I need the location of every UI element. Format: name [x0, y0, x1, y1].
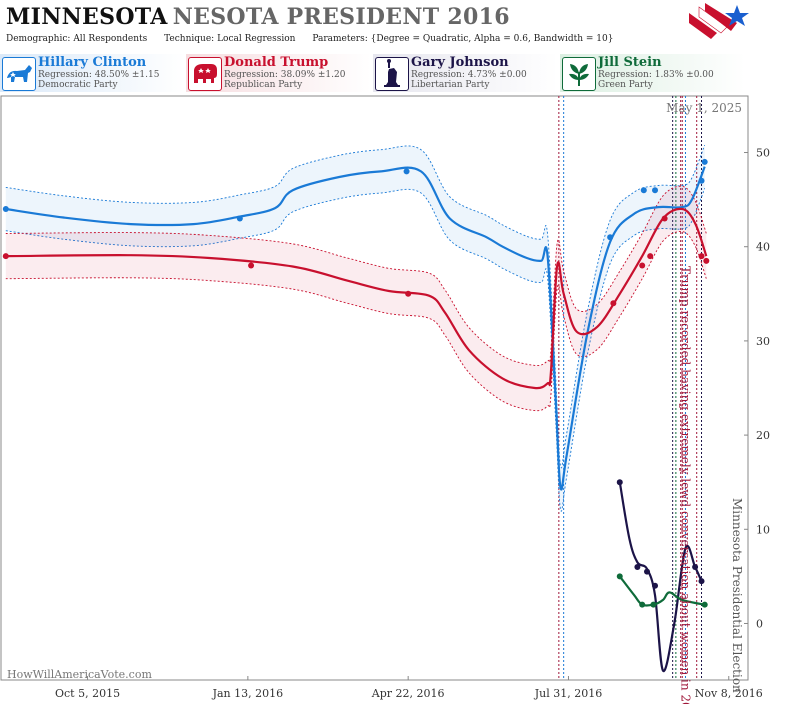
y-tick-label: 0 [756, 617, 763, 630]
poll-points [2, 158, 710, 608]
gary-johnson-point [698, 578, 705, 585]
param-key: Technique: [164, 34, 215, 44]
candidate-party: Democratic Party [38, 80, 118, 90]
jill-stein-point [639, 601, 646, 608]
page-title: MINNESOTA NESOTA PRESIDENT 2016 [6, 4, 510, 32]
liberty-statue-icon [375, 57, 409, 91]
legend-card-johnson[interactable]: Gary Johnson Regression: 4.73% ±0.00 Lib… [373, 54, 558, 92]
candidate-regression: Regression: 48.50% ±1.15 [38, 70, 160, 80]
donald-trump-point [610, 300, 617, 307]
gary-johnson-point [616, 479, 623, 486]
regression-lines [5, 166, 708, 672]
x-tick-label: Oct 5, 2015 [55, 687, 120, 700]
legend-card-clinton[interactable]: Hillary Clinton Regression: 48.50% ±1.15… [0, 54, 185, 92]
y-tick-label: 20 [756, 429, 770, 442]
donald-trump-point [647, 253, 654, 260]
title-state: MINNESOTA [6, 4, 168, 30]
hillary-clinton-band-lower [5, 188, 706, 512]
donald-trump-point [405, 290, 412, 297]
x-tick-label: Apr 22, 2016 [371, 687, 445, 700]
x-tick-label: Jul 31, 2016 [534, 687, 603, 700]
legend-card-stein[interactable]: Jill Stein Regression: 1.83% ±0.00 Green… [560, 54, 745, 92]
hillary-clinton-point [640, 187, 647, 194]
y-tick-label: 10 [756, 523, 770, 536]
hillary-clinton-band-upper [5, 144, 706, 469]
param-value: All Respondents [73, 34, 148, 44]
param-value: Local Regression [217, 34, 296, 44]
gary-johnson-point [692, 563, 699, 570]
donald-trump-point [698, 253, 705, 260]
hillary-clinton-point [652, 187, 659, 194]
donald-trump-point [248, 262, 255, 269]
candidate-name: Gary Johnson [411, 55, 509, 70]
legend: Hillary Clinton Regression: 48.50% ±1.15… [0, 54, 789, 92]
jill-stein-line [618, 575, 705, 607]
y-tick-label: 40 [756, 241, 770, 254]
hillary-clinton-point [236, 215, 243, 222]
gary-johnson-point [652, 582, 659, 589]
event-lines [558, 96, 703, 680]
hillary-clinton-point [698, 177, 705, 184]
donald-trump-band [5, 186, 707, 411]
hillary-clinton-point [2, 206, 9, 213]
confidence-bands [5, 144, 707, 512]
watermark: HowWillAmericaVote.com [7, 668, 152, 681]
hillary-clinton-line [5, 166, 706, 491]
donald-trump-band-lower [5, 231, 707, 412]
candidate-regression: Regression: 4.73% ±0.00 [411, 70, 527, 80]
donald-trump-point [661, 215, 668, 222]
parameters-line: Demographic: All Respondents Technique: … [6, 34, 627, 44]
param-key: Demographic: [6, 34, 71, 44]
annotations: Trump recorded having extremely lewd con… [679, 266, 744, 704]
donald-trump-point [703, 257, 710, 264]
hillary-clinton-point [701, 158, 708, 165]
annotation-label: Minnesota Presidential Election [730, 498, 744, 693]
title-race: NESOTA PRESIDENT 2016 [172, 4, 510, 30]
hillary-clinton-band [5, 145, 705, 512]
jill-stein-point [650, 601, 657, 608]
jill-stein-point [701, 601, 708, 608]
annotation-label: Trump recorded having extremely lewd con… [679, 266, 693, 704]
gary-johnson-line [618, 482, 703, 672]
candidate-name: Jill Stein [598, 55, 662, 70]
y-tick-label: 30 [756, 335, 770, 348]
param-key: Parameters: [312, 34, 368, 44]
x-tick-label: Nov 8, 2016 [695, 687, 763, 700]
leaf-icon [562, 57, 596, 91]
legend-card-trump[interactable]: Donald Trump Regression: 38.09% ±1.20 Re… [186, 54, 371, 92]
candidate-party: Republican Party [224, 80, 303, 90]
hillary-clinton-point [403, 168, 410, 175]
gary-johnson-point [634, 563, 641, 570]
y-tick-label: 50 [756, 147, 770, 160]
candidate-party: Green Party [598, 80, 653, 90]
hillary-clinton-point [607, 234, 614, 241]
y-axis: 0 10 20 30 40 50 [744, 147, 770, 630]
flag-star-logo [689, 3, 749, 39]
donald-trump-point [639, 262, 646, 269]
param-value: {Degree = Quadratic, Alpha = 0.6, Bandwi… [370, 34, 614, 44]
x-axis: Oct 5, 2015 Jan 13, 2016 Apr 22, 2016 Jul 3… [55, 676, 763, 700]
candidate-regression: Regression: 1.83% ±0.00 [598, 70, 714, 80]
candidate-name: Hillary Clinton [38, 55, 147, 70]
candidate-regression: Regression: 38.09% ±1.20 [224, 70, 346, 80]
donald-trump-point [2, 253, 9, 260]
candidate-party: Libertarian Party [411, 80, 490, 90]
donald-trump-band-upper [5, 185, 707, 366]
x-tick-label: Jan 13, 2016 [212, 687, 284, 700]
elephant-icon [188, 57, 222, 91]
donald-trump-line [5, 207, 708, 390]
date-label: May 1, 2025 [666, 101, 742, 115]
donkey-icon [2, 57, 36, 91]
candidate-name: Donald Trump [224, 55, 329, 70]
gary-johnson-point [644, 568, 651, 575]
jill-stein-point [616, 573, 623, 580]
